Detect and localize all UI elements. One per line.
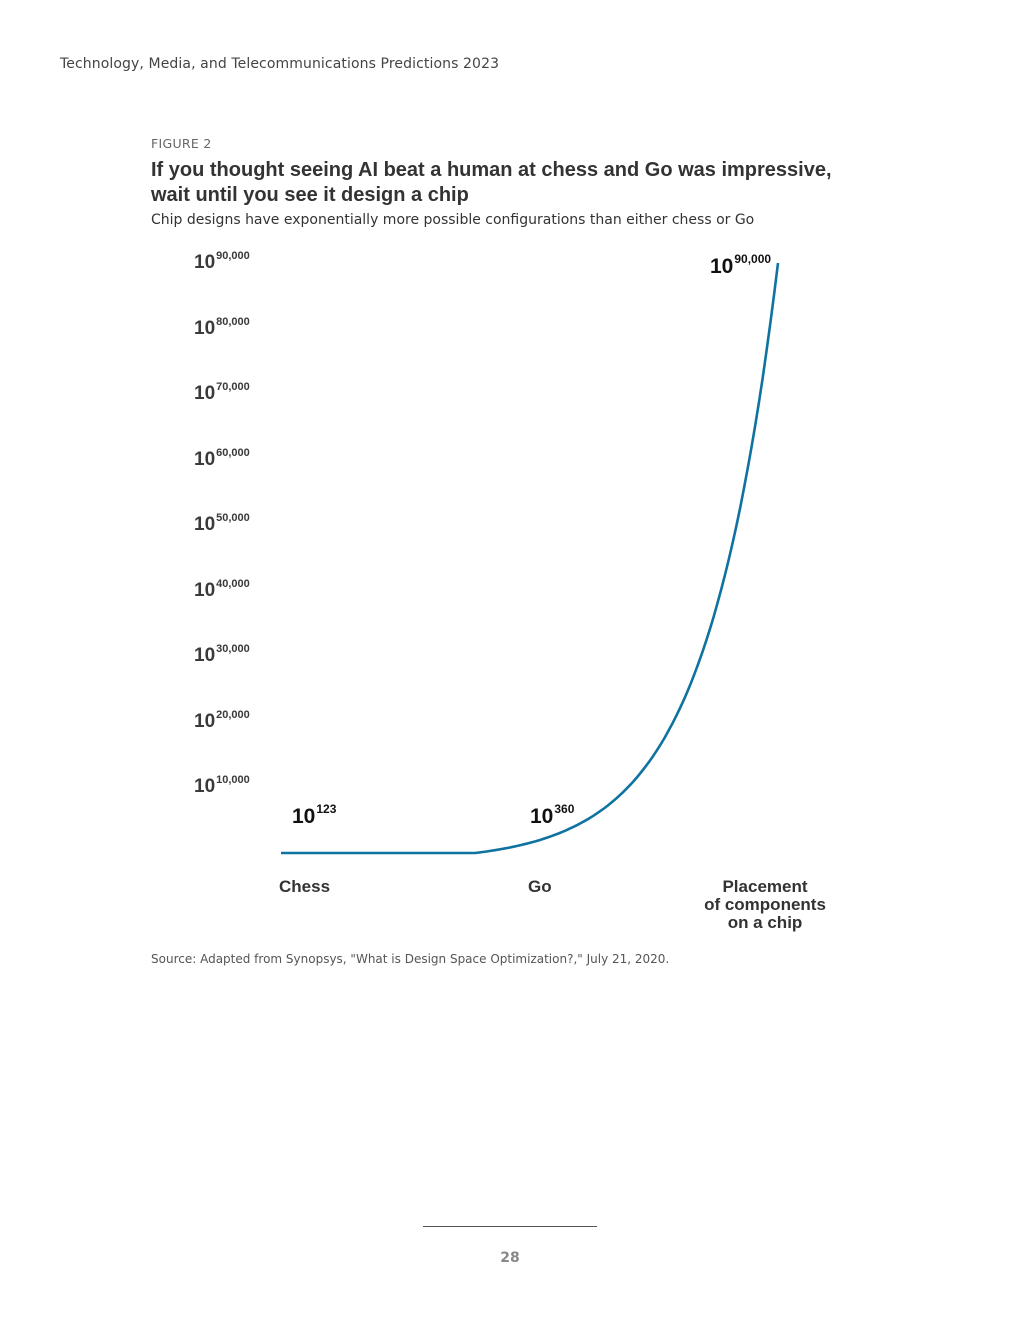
y-tick-exponent: 50,000 [216, 512, 250, 525]
y-tick-label: 1060,000 [194, 447, 250, 471]
x-category-label: Go [528, 877, 552, 896]
y-tick-base: 10 [194, 383, 216, 405]
y-tick-exponent: 10,000 [216, 774, 250, 787]
data-label-exponent: 360 [554, 802, 575, 816]
data-label: 1090,000 [710, 252, 771, 279]
y-tick-label: 1010,000 [194, 774, 250, 798]
figure-label: FIGURE 2 [151, 136, 212, 151]
y-tick-base: 10 [194, 448, 216, 470]
y-tick-base: 10 [194, 645, 216, 667]
y-tick-label: 1030,000 [194, 643, 250, 667]
data-label-exponent: 123 [316, 802, 337, 816]
running-header: Technology, Media, and Telecommunication… [60, 56, 500, 72]
data-label-base: 10 [292, 805, 316, 828]
y-tick-base: 10 [194, 514, 216, 536]
y-tick-label: 1050,000 [194, 512, 250, 536]
y-tick-exponent: 70,000 [216, 381, 250, 394]
y-tick-base: 10 [194, 579, 216, 601]
figure-subtitle: Chip designs have exponentially more pos… [151, 212, 755, 228]
source-note: Source: Adapted from Synopsys, "What is … [151, 952, 670, 966]
x-category-label: Placement of components on a chip [704, 877, 826, 932]
y-tick-base: 10 [194, 252, 216, 273]
y-tick-label: 1080,000 [194, 316, 250, 340]
data-label: 10360 [530, 802, 574, 829]
data-label-base: 10 [710, 255, 734, 278]
page-number: 28 [500, 1250, 520, 1266]
y-tick-base: 10 [194, 776, 216, 798]
y-tick-label: 1020,000 [194, 709, 250, 733]
data-label: 10123 [292, 802, 336, 829]
y-tick-exponent: 30,000 [216, 643, 250, 656]
x-category-label: Chess [279, 877, 331, 896]
y-tick-exponent: 90,000 [216, 250, 250, 262]
data-label-exponent: 90,000 [734, 252, 772, 266]
y-tick-base: 10 [194, 317, 216, 339]
y-tick-base: 10 [194, 710, 216, 732]
y-tick-label: 1090,000 [194, 250, 250, 274]
y-tick-label: 1040,000 [194, 578, 250, 602]
data-label-base: 10 [530, 805, 554, 828]
y-tick-exponent: 20,000 [216, 708, 250, 721]
series-line [281, 262, 780, 855]
footer-divider [423, 1226, 597, 1227]
y-tick-label: 1070,000 [194, 381, 250, 405]
y-tick-exponent: 40,000 [216, 577, 250, 590]
y-tick-exponent: 60,000 [216, 446, 250, 459]
y-tick-exponent: 80,000 [216, 315, 250, 328]
figure-title: If you thought seeing AI beat a human at… [151, 159, 832, 206]
